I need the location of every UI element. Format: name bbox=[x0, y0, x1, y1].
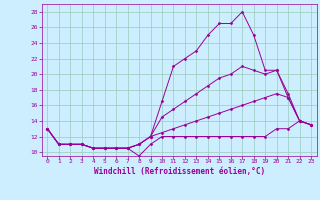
X-axis label: Windchill (Refroidissement éolien,°C): Windchill (Refroidissement éolien,°C) bbox=[94, 167, 265, 176]
